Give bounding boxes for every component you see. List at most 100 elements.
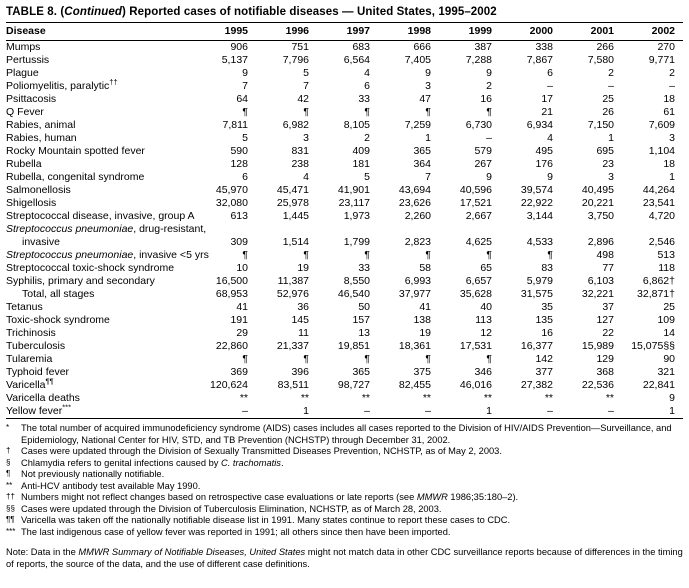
value-cell: 14 — [663, 327, 675, 339]
value-cell: 16,500 — [215, 275, 248, 287]
value-cell: – — [425, 405, 431, 417]
value-cell: 2 — [364, 132, 370, 144]
text-segment: The total number of acquired immunodefic… — [21, 423, 672, 445]
disease-cell: Rocky Mountain spotted fever — [6, 145, 145, 157]
value-cell: 7,811 — [222, 119, 249, 131]
table-row: Rubella, congenital syndrome 6 4 5 7 9 9 3 1 — [6, 171, 683, 184]
value-cell: ** — [361, 392, 370, 404]
footnote: ¶¶ Varicella was taken off the nationally… — [6, 515, 683, 527]
table-row: Rubella 128 238 181 364 267 176 23 18 — [6, 158, 683, 171]
table-row: Psittacosis 64 42 33 47 16 17 25 18 — [6, 93, 683, 106]
note-paragraph: Note: Data in the MMWR Summary of Notifi… — [6, 547, 683, 570]
footnote: *** The last indigenous case of yellow fe… — [6, 527, 683, 539]
value-cell: 27,382 — [520, 379, 553, 391]
value-cell: 61 — [663, 106, 675, 118]
value-cell: 18 — [663, 158, 675, 170]
table-row: Varicella deaths ** ** ** ** ** ** ** 9 — [6, 392, 683, 405]
value-cell: 4,625 — [465, 236, 492, 248]
disease-cell: Streptococcal toxic-shock syndrome — [6, 262, 175, 274]
value-cell: 42 — [297, 93, 309, 105]
value-cell: 7,867 — [526, 54, 553, 66]
value-cell: 16 — [480, 93, 492, 105]
value-cell: 46,016 — [459, 379, 492, 391]
value-cell: 6,564 — [343, 54, 370, 66]
footnote-reference: *** — [62, 402, 71, 412]
value-cell: 346 — [474, 366, 492, 378]
value-cell: 365 — [352, 366, 370, 378]
value-cell: – — [242, 405, 248, 417]
disease-cell: Streptococcal disease, invasive, group A — [6, 210, 195, 222]
table-row: Typhoid fever 369 396 365 375 346 377 368 321 — [6, 366, 683, 379]
value-cell: 44,264 — [642, 184, 675, 196]
value-cell: 26 — [602, 106, 614, 118]
value-cell: 396 — [291, 366, 309, 378]
value-cell: 4 — [547, 132, 553, 144]
value-cell: 22,536 — [581, 379, 614, 391]
value-cell: ¶ — [303, 106, 309, 118]
value-cell: 58 — [419, 262, 431, 274]
value-cell: 2 — [608, 67, 614, 79]
value-cell: 40,596 — [459, 184, 492, 196]
value-cell: 513 — [657, 249, 675, 261]
table-row: Varicella¶¶ 120,624 83,511 98,727 82,455 46,0… — [6, 377, 683, 392]
footnote-marker: ¶ — [6, 469, 11, 478]
value-cell: 120,624 — [210, 379, 248, 391]
table-row: Salmonellosis 45,970 45,471 41,901 43,694 40,… — [6, 184, 683, 197]
value-cell — [622, 223, 683, 236]
table-row: Toxic-shock syndrome 191 145 157 138 113 135 12… — [6, 314, 683, 327]
page-title: TABLE 8. (Continued) Reported cases of n… — [6, 4, 683, 22]
value-cell: ¶ — [364, 106, 370, 118]
italic-text-segment: Streptococcus pneumoniae — [6, 223, 134, 235]
value-cell: 6,730 — [465, 119, 492, 131]
disease-cell: Rabies, human — [6, 132, 77, 144]
value-cell: ¶ — [425, 249, 431, 261]
value-cell: 68,953 — [215, 288, 248, 300]
value-cell: – — [547, 405, 553, 417]
value-cell: 498 — [596, 249, 614, 261]
table-row: Rocky Mountain spotted fever 590 831 409 365… — [6, 145, 683, 158]
footnote-text: Numbers might not reflect changes based … — [21, 492, 683, 504]
value-cell: 8,550 — [343, 275, 370, 287]
text-segment: Not previously nationally notifiable. — [21, 469, 165, 479]
value-cell: ** — [422, 392, 431, 404]
value-cell: 181 — [352, 158, 370, 170]
footnote: * The total number of acquired immunodefi… — [6, 423, 683, 446]
footnote: § Chlamydia refers to genital infections … — [6, 458, 683, 470]
table-row: invasive 309 1,514 1,799 2,823 4,625 4,533 2,89… — [6, 236, 683, 249]
value-cell: 7 — [242, 80, 248, 92]
value-cell: ¶ — [242, 353, 248, 365]
value-cell: 118 — [658, 262, 675, 274]
value-cell: 45,970 — [215, 184, 248, 196]
footnote-marker: §§ — [6, 503, 15, 513]
value-cell: 129 — [596, 353, 614, 365]
value-cell: 33 — [358, 93, 370, 105]
value-cell: 16,377 — [520, 340, 553, 352]
value-cell: 590 — [230, 145, 248, 157]
value-cell: 113 — [475, 314, 492, 326]
value-cell: 309 — [230, 236, 248, 248]
value-cell: 9 — [425, 67, 431, 79]
value-cell: ¶ — [364, 249, 370, 261]
italic-text-segment: Continued — [64, 6, 123, 18]
text-segment: Note: Data in the — [6, 547, 79, 557]
value-cell: 19 — [419, 327, 431, 339]
value-cell: 35,628 — [459, 288, 492, 300]
footnote: †† Numbers might not reflect changes base… — [6, 492, 683, 504]
footnote: † Cases were updated through the Division… — [6, 446, 683, 458]
footnote-marker: * — [6, 423, 10, 432]
value-cell: 77 — [602, 262, 614, 274]
value-cell: 831 — [291, 145, 309, 157]
text-segment: Anti-HCV antibody test available May 199… — [21, 480, 201, 491]
table-row: Tularemia ¶ ¶ ¶ ¶ ¶ 142 129 90 — [6, 353, 683, 366]
value-cell: 1,104 — [648, 145, 675, 157]
value-cell: 109 — [657, 314, 675, 326]
italic-text-segment: MMWR — [416, 492, 448, 502]
value-cell — [439, 223, 500, 236]
value-cell: 31,575 — [520, 288, 553, 300]
value-cell: 6,982 — [282, 119, 309, 131]
value-cell: 22,860 — [215, 340, 248, 352]
value-cell: 29 — [236, 327, 248, 339]
value-cell: 47 — [419, 93, 431, 105]
footnote-marker: ¶¶ — [6, 515, 15, 524]
value-cell: 145 — [291, 314, 309, 326]
